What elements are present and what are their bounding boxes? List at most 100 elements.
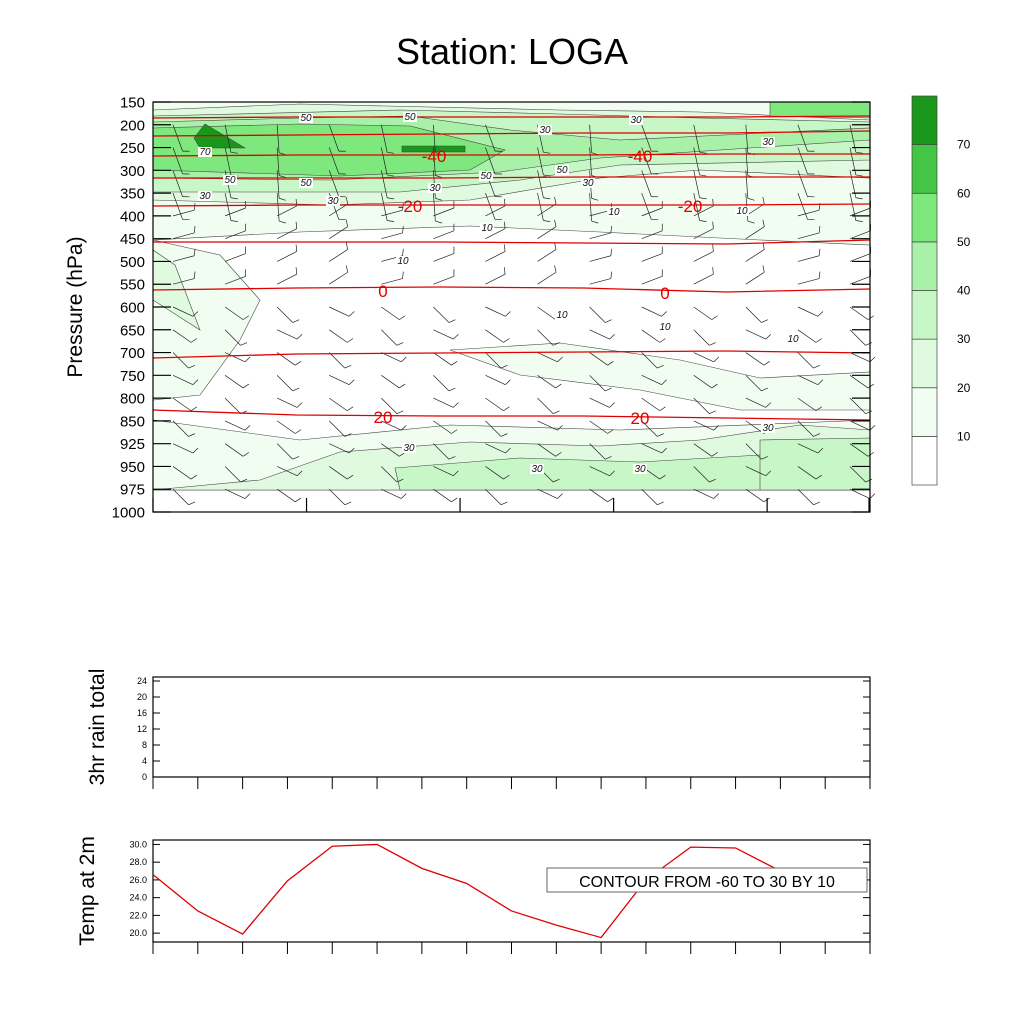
wind-barb <box>797 443 819 454</box>
temperature-label: -20 <box>398 197 423 216</box>
wind-barb <box>224 420 246 431</box>
pressure-tick-label: 300 <box>120 163 145 180</box>
wind-barb-flag <box>605 456 612 460</box>
wind-barb-flag <box>699 174 707 177</box>
wind-barb <box>433 375 450 392</box>
wind-barb <box>797 255 820 262</box>
wind-barb <box>485 306 506 317</box>
wind-barb-flag <box>659 406 666 412</box>
wind-barb <box>224 207 246 217</box>
wind-barb <box>745 271 765 285</box>
isotach-label: 50 <box>300 178 312 189</box>
wind-barb-flag <box>661 379 667 385</box>
colorbar-label: 60 <box>957 186 971 200</box>
wind-barb <box>329 375 350 385</box>
wind-barb-flag <box>762 196 765 204</box>
wind-barb <box>849 306 869 320</box>
wind-barb <box>797 147 808 174</box>
wind-barb-flag <box>240 478 248 483</box>
isotach-label-bg <box>223 175 237 185</box>
wind-barb-flag <box>453 402 459 408</box>
wind-barb-flag <box>401 493 407 499</box>
wind-barb <box>485 375 506 385</box>
wind-barb <box>485 420 502 437</box>
wind-barb-flag <box>345 196 349 204</box>
wind-barb-flag <box>659 338 666 343</box>
wind-barb-flag <box>448 456 456 460</box>
wind-barb <box>224 375 244 389</box>
colorbar-label: 40 <box>957 284 971 298</box>
wind-barb-flag <box>345 219 349 227</box>
wind-barb <box>485 273 506 285</box>
wind-barb-flag <box>552 410 560 414</box>
wind-barb <box>537 249 557 262</box>
wind-barb-flag <box>554 265 557 273</box>
wind-barb-flag <box>396 478 404 483</box>
wind-barb-flag <box>190 406 198 412</box>
wind-barb <box>276 147 280 176</box>
pressure-tick-label: 650 <box>120 322 145 339</box>
wind-barb <box>276 273 297 285</box>
wind-barb <box>849 276 871 285</box>
wind-barb <box>693 397 710 414</box>
wind-barb <box>172 488 189 506</box>
wind-barb <box>172 278 195 285</box>
wind-barb <box>589 329 610 340</box>
wind-barb-flag <box>402 248 404 256</box>
wind-barb <box>224 306 244 320</box>
wind-barb-flag <box>855 197 863 200</box>
wind-barb <box>433 329 454 340</box>
wind-barb <box>485 488 502 506</box>
wind-barb-flag <box>348 311 355 317</box>
wind-barb <box>172 306 194 317</box>
rain-frame <box>152 676 871 778</box>
temperature-contour <box>153 239 871 245</box>
chart-title: Station: LOGA <box>396 31 628 72</box>
isotach-label: 30 <box>582 178 594 189</box>
wind-barb <box>380 170 388 198</box>
wind-barb <box>849 207 871 217</box>
wind-barb-flag <box>190 338 198 343</box>
wind-barb-flag <box>244 493 251 499</box>
rain-ytick-label: 0 <box>142 772 147 782</box>
temp2m-ytick-label: 20.0 <box>129 928 147 938</box>
wind-barb <box>172 255 195 262</box>
wind-barb <box>329 443 350 454</box>
wind-barb <box>172 124 183 152</box>
isotach-label: 30 <box>199 191 211 202</box>
wind-barb-flag <box>610 225 612 234</box>
wind-barb-flag <box>609 402 615 408</box>
wind-barb <box>641 443 662 454</box>
wind-barb-flag <box>188 501 196 506</box>
wind-barb <box>641 397 660 412</box>
wind-barb <box>329 306 350 317</box>
isotach-label-bg <box>735 206 749 216</box>
wind-barb-flag <box>709 478 716 483</box>
wind-barb <box>693 352 714 363</box>
wind-barb-flag <box>699 197 707 200</box>
wind-barb-flag <box>609 333 615 340</box>
wind-barb <box>745 249 765 262</box>
wind-barb <box>172 329 192 343</box>
isotach-label: 10 <box>481 223 493 234</box>
isotach-label: 30 <box>327 196 339 207</box>
wind-barb <box>693 228 714 239</box>
wind-barb <box>641 276 663 285</box>
wind-barb <box>849 329 866 346</box>
wind-barb <box>329 203 348 217</box>
wind-barb <box>537 203 557 217</box>
wind-barb-flag <box>557 493 563 499</box>
wind-barb <box>276 228 297 239</box>
wind-barb-flag <box>605 319 612 323</box>
wind-barb-flag <box>294 429 302 434</box>
pressure-tick-label: 1000 <box>112 505 145 522</box>
wind-barb-flag <box>344 433 352 437</box>
wind-barb <box>433 488 452 503</box>
wind-barb-flag <box>713 425 720 431</box>
wind-barb <box>693 420 714 431</box>
wind-barb-flag <box>659 474 666 480</box>
wind-barb-flag <box>761 456 768 460</box>
wind-barb-flag <box>555 452 562 457</box>
wind-barb-flag <box>296 470 303 476</box>
